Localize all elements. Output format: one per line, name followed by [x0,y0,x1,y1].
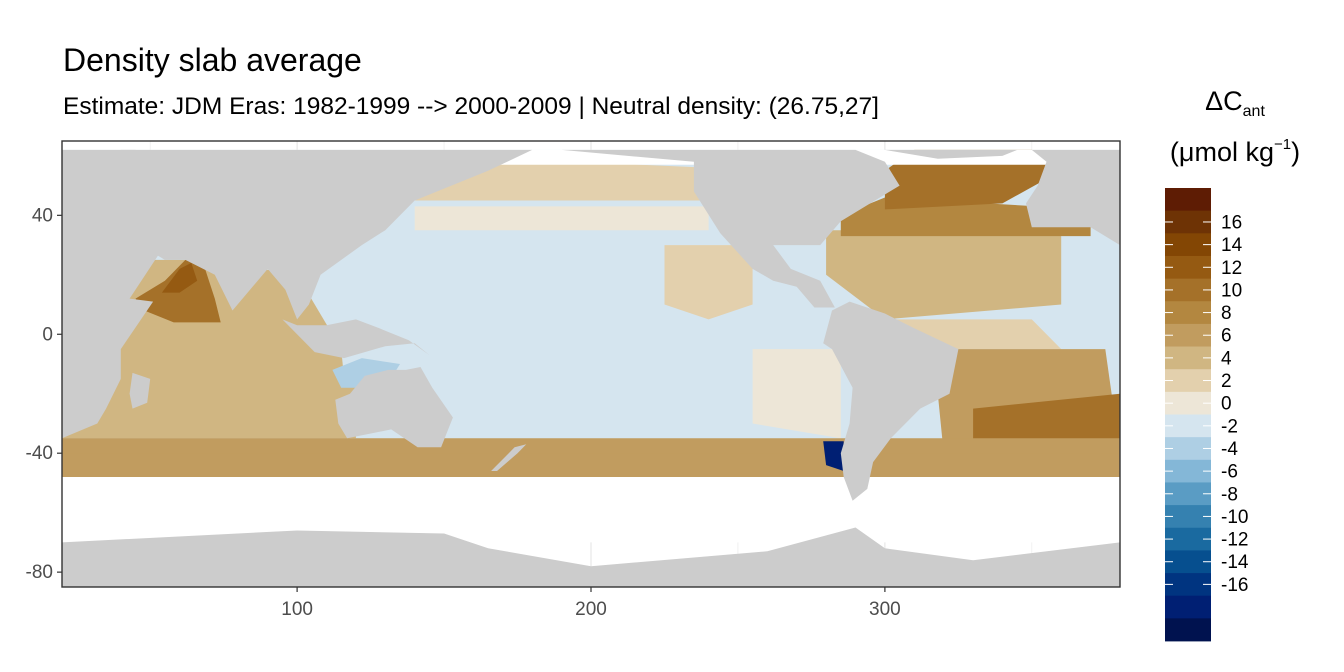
chart-subtitle: Estimate: JDM Eras: 1982-1999 --> 2000-2… [63,93,879,120]
legend-label: -10 [1221,507,1248,528]
legend-color-bin [1165,618,1211,642]
region-chile-coast [823,441,844,471]
land-south-america [823,301,959,501]
legend-color-bin [1165,278,1211,302]
legend-unit-prefix: (μmol kg [1169,137,1274,167]
legend-color-bin [1165,595,1211,619]
legend-label: -6 [1221,462,1238,483]
region-equatorial-atlantic [884,319,1062,350]
legend-color-bin [1165,527,1211,551]
region-southern-ocean-south [62,453,1120,477]
legend-label: 14 [1221,235,1243,256]
land-north-america [561,149,900,308]
land-madagascar [129,372,151,409]
legend-label: 8 [1221,303,1232,324]
legend-label: -4 [1221,439,1238,460]
legend-unit-exponent: −1 [1273,136,1292,153]
y-tick-label: -40 [26,443,53,464]
legend-color-bin [1165,346,1211,370]
y-tick-label: -80 [26,562,53,583]
legend-label: 6 [1221,326,1232,347]
legend-symbol-subscript: ant [1242,103,1265,120]
chart-title: Density slab average [63,42,362,78]
legend-label: 12 [1221,258,1242,279]
legend-title-unit: (μmol kg−1) [1160,136,1310,168]
legend-color-bin [1165,255,1211,279]
legend-label: 0 [1221,394,1232,415]
legend-color-bin [1165,550,1211,574]
x-tick-label: 200 [575,599,607,620]
land-europe [1026,149,1120,246]
x-tick-label: 300 [869,599,901,620]
legend-label: -16 [1221,575,1248,596]
legend-color-bin [1165,505,1211,529]
legend-color-bin [1165,188,1211,212]
land-australia [335,367,453,448]
region-south-atlantic-deep [973,393,1120,448]
legend-label: 4 [1221,348,1232,369]
legend-color-bin [1165,414,1211,438]
y-tick-label: 40 [32,205,53,226]
legend-color-bin [1165,391,1211,415]
legend-label: 2 [1221,371,1232,392]
legend-label: -12 [1221,530,1248,551]
legend-color-bin [1165,369,1211,393]
legend-label: 10 [1221,280,1242,301]
land-new-zealand [491,444,527,471]
legend-color-bin [1165,482,1211,506]
region-se-pacific [752,349,841,439]
land-greenland [884,149,1018,159]
plot-panel [61,140,1121,588]
legend-color-bin [1165,301,1211,325]
legend-color-bin [1165,210,1211,234]
region-gulf-of-oman [161,262,198,293]
region-eastern-pacific [664,245,753,320]
legend-color-bin [1165,233,1211,257]
land-antarctica [62,527,1120,587]
x-tick-label: 100 [281,599,313,620]
legend-color-bin [1165,437,1211,461]
legend-color-bin [1165,323,1211,347]
legend-symbol: ΔC [1205,86,1243,116]
legend-label: 16 [1221,212,1242,233]
legend-color-bin [1165,459,1211,483]
land-eurasia [120,149,533,320]
region-north-atlantic-subtropical [826,230,1062,320]
legend-color-bin [1165,573,1211,597]
region-north-pacific-subtropical [414,206,709,231]
y-tick-label: 0 [42,324,53,345]
legend-label: -8 [1221,484,1238,505]
land-indonesia [282,319,430,359]
legend-label: -14 [1221,552,1249,573]
legend-title-symbol: ΔCant [1160,86,1310,121]
legend-unit-suffix: ) [1291,137,1301,167]
no-data-southern [62,477,1120,543]
legend-label: -2 [1221,416,1238,437]
